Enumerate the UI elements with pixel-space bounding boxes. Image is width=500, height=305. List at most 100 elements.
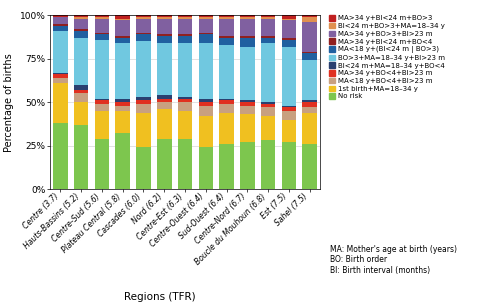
- Bar: [136, 19, 150, 33]
- Bar: [157, 43, 172, 95]
- Bar: [178, 102, 192, 111]
- Bar: [198, 19, 213, 33]
- Bar: [157, 17, 172, 19]
- Bar: [220, 36, 234, 38]
- Bar: [116, 36, 130, 38]
- Bar: [74, 90, 88, 94]
- Bar: [220, 144, 234, 189]
- Bar: [198, 99, 213, 102]
- Bar: [240, 17, 254, 19]
- Bar: [178, 43, 192, 97]
- Bar: [74, 15, 88, 17]
- Bar: [282, 40, 296, 47]
- Bar: [240, 15, 254, 17]
- Bar: [198, 116, 213, 147]
- Bar: [136, 147, 150, 189]
- Bar: [220, 15, 234, 17]
- Bar: [116, 20, 130, 36]
- Bar: [220, 19, 234, 36]
- Bar: [178, 139, 192, 189]
- Bar: [261, 116, 276, 140]
- Bar: [302, 52, 317, 53]
- Bar: [116, 106, 130, 111]
- Bar: [240, 106, 254, 114]
- Bar: [116, 19, 130, 20]
- Bar: [157, 34, 172, 36]
- Bar: [53, 26, 68, 31]
- Bar: [53, 15, 68, 17]
- Bar: [240, 19, 254, 36]
- Bar: [178, 19, 192, 34]
- Bar: [240, 47, 254, 100]
- Bar: [53, 17, 68, 24]
- Bar: [94, 15, 109, 17]
- Bar: [116, 102, 130, 106]
- Bar: [74, 19, 88, 29]
- Bar: [282, 15, 296, 19]
- Bar: [261, 43, 276, 102]
- Bar: [116, 15, 130, 19]
- Bar: [282, 142, 296, 189]
- Bar: [302, 113, 317, 144]
- Bar: [220, 38, 234, 45]
- Bar: [94, 99, 109, 100]
- Bar: [261, 107, 276, 116]
- Bar: [240, 100, 254, 102]
- Bar: [74, 38, 88, 85]
- Bar: [261, 17, 276, 19]
- Bar: [157, 139, 172, 189]
- Bar: [282, 107, 296, 111]
- Bar: [282, 120, 296, 142]
- Bar: [220, 100, 234, 104]
- Bar: [74, 17, 88, 19]
- Bar: [220, 45, 234, 99]
- Bar: [136, 100, 150, 104]
- Bar: [53, 74, 68, 78]
- Bar: [74, 85, 88, 90]
- Bar: [157, 15, 172, 17]
- Bar: [302, 17, 317, 22]
- Bar: [53, 24, 68, 26]
- Bar: [198, 102, 213, 106]
- Bar: [74, 125, 88, 189]
- Bar: [157, 19, 172, 34]
- Bar: [178, 34, 192, 36]
- Bar: [53, 78, 68, 83]
- Bar: [53, 83, 68, 123]
- Bar: [302, 144, 317, 189]
- Bar: [240, 142, 254, 189]
- Bar: [220, 99, 234, 100]
- Bar: [157, 36, 172, 43]
- Bar: [178, 15, 192, 17]
- Bar: [302, 100, 317, 102]
- Bar: [94, 17, 109, 19]
- Bar: [136, 34, 150, 41]
- Bar: [198, 17, 213, 19]
- Bar: [136, 15, 150, 17]
- Bar: [136, 33, 150, 34]
- Bar: [198, 43, 213, 99]
- Bar: [198, 34, 213, 43]
- Bar: [302, 107, 317, 113]
- Bar: [261, 102, 276, 104]
- Bar: [53, 123, 68, 189]
- Bar: [240, 36, 254, 38]
- Bar: [282, 20, 296, 38]
- Bar: [94, 139, 109, 189]
- Bar: [178, 111, 192, 139]
- Bar: [136, 17, 150, 19]
- Bar: [136, 113, 150, 147]
- Bar: [302, 15, 317, 17]
- Legend: MA>34 y+BI<24 m+BO>3, BI<24 m+BO>3+MA=18–34 y, MA>34 y+BO>3+BI>23 m, MA>34 y+BI<: MA>34 y+BI<24 m+BO>3, BI<24 m+BO>3+MA=18…: [329, 15, 444, 99]
- Bar: [157, 95, 172, 99]
- Bar: [74, 31, 88, 38]
- Bar: [157, 99, 172, 102]
- Bar: [220, 104, 234, 113]
- Bar: [136, 104, 150, 113]
- Bar: [261, 38, 276, 43]
- Bar: [116, 38, 130, 43]
- Bar: [302, 22, 317, 52]
- Bar: [94, 100, 109, 104]
- Bar: [282, 106, 296, 107]
- Bar: [116, 99, 130, 102]
